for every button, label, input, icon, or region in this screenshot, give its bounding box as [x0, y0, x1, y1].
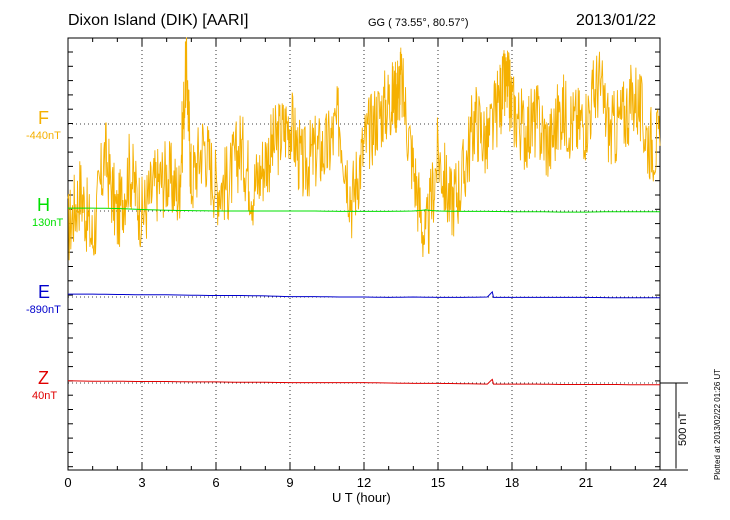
x-tick-label-9: 9 — [286, 475, 293, 490]
component-label-E: E — [38, 282, 51, 302]
x-tick-label-18: 18 — [505, 475, 519, 490]
x-tick-label-3: 3 — [138, 475, 145, 490]
x-tick-label-6: 6 — [212, 475, 219, 490]
x-tick-label-24: 24 — [653, 475, 667, 490]
baseline-label-H: 130nT — [32, 217, 64, 229]
chart-date: 2013/01/22 — [576, 12, 657, 29]
x-tick-label-12: 12 — [357, 475, 371, 490]
series-line-H — [68, 207, 660, 213]
baseline-label-Z: 40nT — [32, 390, 58, 402]
series-line-Z — [67, 378, 660, 386]
component-label-H: H — [37, 195, 50, 215]
x-tick-label-0: 0 — [64, 475, 71, 490]
x-axis-label: U T (hour) — [332, 490, 391, 505]
baseline-label-E: -890nT — [26, 304, 61, 316]
chart-title: Dixon Island (DIK) [AARI] — [68, 12, 249, 29]
series-line-E — [68, 290, 660, 299]
x-tick-label-21: 21 — [579, 475, 593, 490]
station-coordinates: GG ( 73.55°, 80.57°) — [368, 17, 469, 29]
series-line-F — [67, 37, 661, 261]
baseline-label-F: -440nT — [26, 130, 61, 142]
component-label-F: F — [38, 108, 49, 128]
x-tick-label-15: 15 — [431, 475, 445, 490]
component-label-Z: Z — [38, 368, 49, 388]
